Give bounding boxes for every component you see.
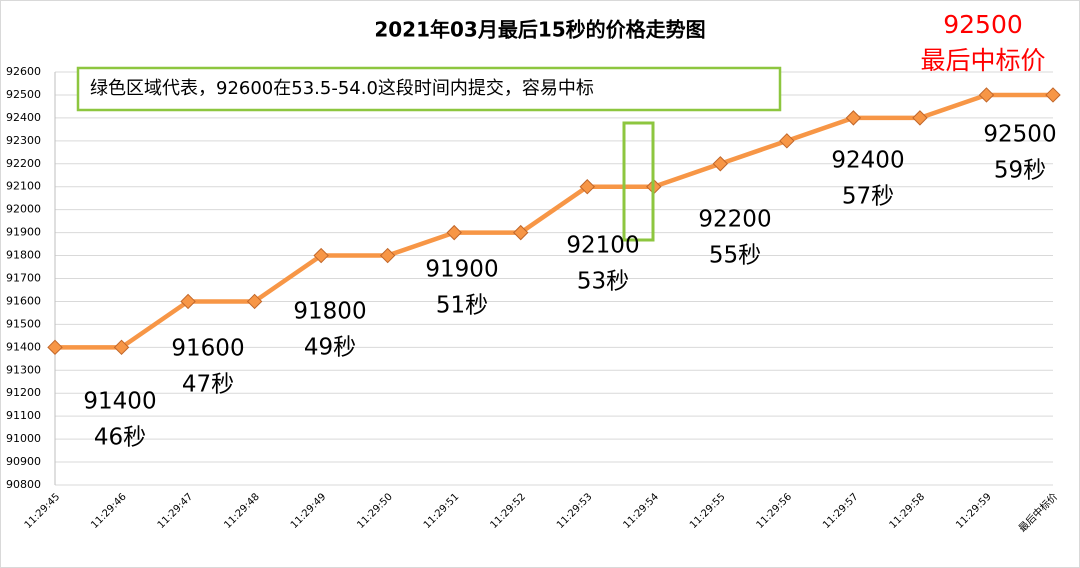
marker [446,224,462,241]
annotation: 53秒 [577,269,629,295]
y-tick-label: 92000 [6,203,41,216]
highlight-annotation: 最后中标价 [920,46,1045,75]
y-tick-label: 91300 [6,363,41,376]
annotation: 47秒 [182,372,234,398]
marker [246,293,263,310]
marker [779,133,795,149]
marker [912,110,928,126]
annotation: 92500 [983,122,1056,148]
annotation: 51秒 [436,293,488,319]
y-tick-label: 91500 [6,317,41,330]
y-tick-label: 92200 [6,157,41,170]
note-box [76,66,782,112]
marker [113,339,130,356]
y-tick-label: 91800 [6,249,41,262]
marker [313,247,329,264]
marker [712,156,729,172]
y-tick-label: 92600 [6,65,41,78]
highlight-region [622,121,655,242]
y-tick-label: 91900 [6,226,41,239]
y-tick-label: 91700 [6,272,41,285]
annotation: 46秒 [94,425,146,451]
annotation: 92200 [698,207,771,233]
y-tick-label: 91200 [6,386,41,399]
y-tick-label: 91000 [6,432,41,445]
marker [513,224,529,241]
chart-title: 2021年03月最后15秒的价格走势图 [374,18,705,42]
y-tick-label: 92400 [6,111,41,124]
y-tick-label: 92500 [6,88,41,101]
marker [379,247,396,264]
y-tick-label: 90800 [6,478,41,491]
annotation: 91900 [425,257,498,283]
marker [845,110,862,126]
marker [579,179,595,195]
line [55,92,1053,350]
y-tick-label: 91600 [6,294,41,307]
annotation: 49秒 [304,335,356,361]
y-tick-label: 90900 [6,455,41,468]
annotation: 91600 [171,336,244,362]
note-text: 绿色区域代表，92600在53.5-54.0这段时间内提交，容易中标 [90,78,594,99]
annotation: 92400 [831,148,904,174]
highlight-annotation: 92500 [943,10,1023,39]
annotation: 59秒 [994,158,1046,184]
annotation: 91400 [83,389,156,415]
marker [978,87,995,103]
y-tick-label: 92300 [6,134,41,147]
marker [180,293,196,310]
y-tick-label: 91100 [6,409,41,422]
annotation: 55秒 [709,243,761,269]
annotation: 92100 [566,233,639,259]
y-tick-label: 91400 [6,340,41,353]
annotation: 91800 [293,299,366,325]
marker [47,339,63,356]
y-tick-label: 92100 [6,180,41,193]
annotation: 57秒 [842,184,894,210]
marker [1045,87,1061,103]
